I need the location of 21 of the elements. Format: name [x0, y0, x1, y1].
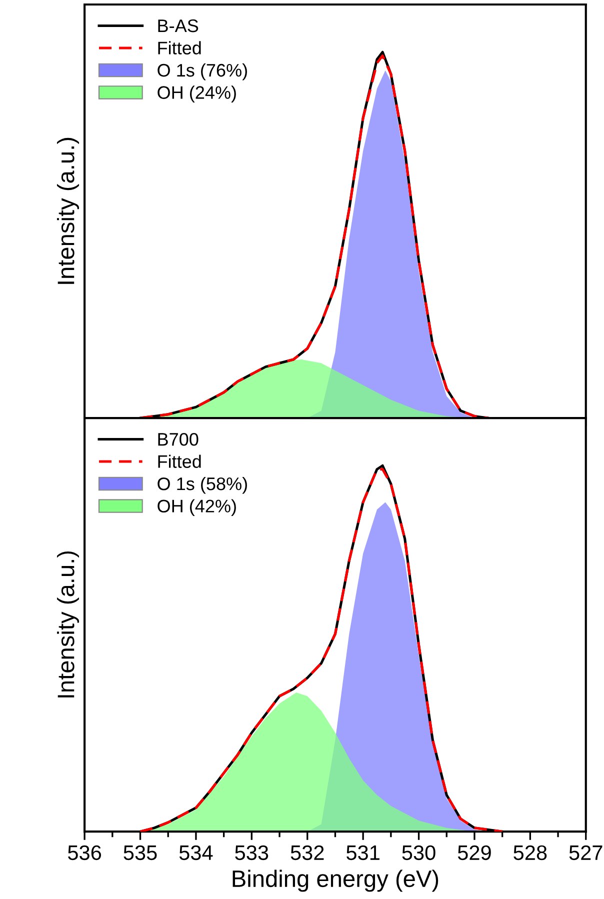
x-tick-label: 527	[569, 845, 602, 860]
x-tick-label: 530	[402, 845, 436, 860]
x-tick-label: 533	[235, 845, 268, 860]
x-tick-label: 528	[514, 845, 547, 860]
legend-label: O 1s (58%)	[158, 476, 247, 494]
legend-label: B700	[158, 432, 198, 446]
legend-label: Fitted	[158, 41, 201, 54]
legend-label: O 1s (76%)	[158, 63, 247, 80]
x-tick-label: 534	[179, 845, 213, 860]
y-axis-title: Intensity (a.u.)	[56, 551, 80, 698]
x-tick-label: 529	[458, 845, 491, 860]
x-axis-title: Binding energy (eV)	[232, 870, 438, 892]
x-tick-label: 536	[68, 845, 102, 860]
y-axis-title: Intensity (a.u.)	[56, 138, 80, 284]
legend-label: Fitted	[158, 454, 201, 468]
legend-label: OH (42%)	[158, 499, 236, 516]
legend-label: B-AS	[158, 19, 198, 32]
x-tick-label: 531	[346, 845, 380, 860]
x-tick-label: 532	[290, 845, 324, 860]
legend-label: OH (24%)	[158, 86, 236, 103]
x-tick-label: 535	[124, 845, 157, 860]
